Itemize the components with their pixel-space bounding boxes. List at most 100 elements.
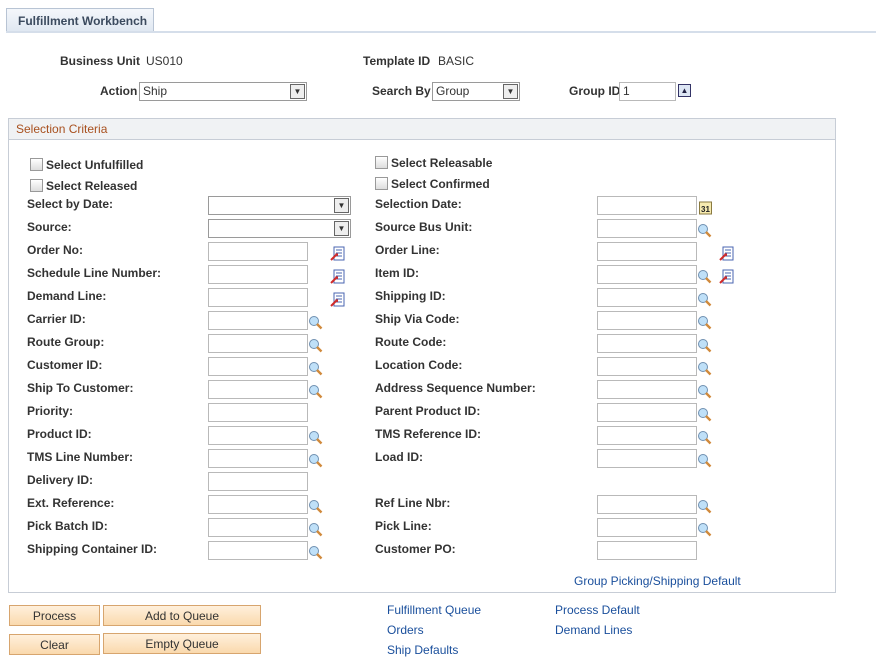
search-by-select[interactable]: Group ▼ [432,82,520,101]
prompt-up-icon[interactable]: ▲ [678,84,691,97]
tab-fulfillment-workbench[interactable]: Fulfillment Workbench [6,8,154,32]
tms-reference-id-input[interactable] [597,426,697,445]
lookup-icon[interactable] [697,453,712,471]
pick-batch-id-input[interactable] [208,518,308,537]
detail-page-icon[interactable] [330,292,345,310]
chevron-down-icon: ▼ [334,198,349,213]
select-by-date-select[interactable]: ▼ [208,196,351,215]
process-button[interactable]: Process [9,605,100,626]
select-released-checkbox[interactable] [30,179,43,192]
select-released-label: Select Released [46,179,138,193]
schedule-line-number-input[interactable] [208,265,308,284]
lookup-icon[interactable] [308,361,323,379]
source-select[interactable]: ▼ [208,219,351,238]
demand-line-input[interactable] [208,288,308,307]
group-picking-shipping-default-link[interactable]: Group Picking/Shipping Default [574,574,741,588]
customer-po-input[interactable] [597,541,697,560]
lookup-icon[interactable] [308,453,323,471]
source-bus-unit-input[interactable] [597,219,697,238]
action-select[interactable]: Ship ▼ [139,82,307,101]
ext-reference-input[interactable] [208,495,308,514]
priority-input[interactable] [208,403,308,422]
detail-page-icon[interactable] [330,269,345,287]
ship-via-code-input[interactable] [597,311,697,330]
lookup-icon[interactable] [697,338,712,356]
source-label: Source: [27,220,72,234]
action-label: Action [100,84,138,98]
lookup-icon[interactable] [697,384,712,402]
schedule-line-number-label: Schedule Line Number: [27,266,162,280]
tms-line-number-input[interactable] [208,449,308,468]
lookup-icon[interactable] [308,545,323,563]
route-code-input[interactable] [597,334,697,353]
location-code-input[interactable] [597,357,697,376]
detail-page-icon[interactable] [719,246,734,264]
customer-id-input[interactable] [208,357,308,376]
lookup-icon[interactable] [697,361,712,379]
order-no-input[interactable] [208,242,308,261]
lookup-icon[interactable] [308,499,323,517]
shipping-container-id-input[interactable] [208,541,308,560]
select-releasable-label: Select Releasable [391,156,493,170]
search-by-label: Search By [372,84,431,98]
source-bus-unit-label: Source Bus Unit: [375,220,473,234]
clear-button[interactable]: Clear [9,634,100,655]
lookup-icon[interactable] [697,315,712,333]
detail-page-icon[interactable] [330,246,345,264]
delivery-id-label: Delivery ID: [27,473,94,487]
item-id-input[interactable] [597,265,697,284]
chevron-down-icon: ▼ [334,221,349,236]
tms-line-number-label: TMS Line Number: [27,450,134,464]
empty-queue-button[interactable]: Empty Queue [103,633,261,654]
lookup-icon[interactable] [697,407,712,425]
fulfillment-queue-link[interactable]: Fulfillment Queue [387,603,482,617]
load-id-input[interactable] [597,449,697,468]
orders-link[interactable]: Orders [387,623,424,637]
ship-defaults-link[interactable]: Ship Defaults [387,643,459,657]
select-unfulfilled-checkbox[interactable] [30,158,43,171]
lookup-icon[interactable] [308,522,323,540]
group-id-input[interactable]: 1 [619,82,676,101]
lookup-icon[interactable] [697,269,712,287]
select-confirmed-label: Select Confirmed [391,177,490,191]
delivery-id-input[interactable] [208,472,308,491]
lookup-icon[interactable] [308,384,323,402]
ref-line-nbr-input[interactable] [597,495,697,514]
load-id-label: Load ID: [375,450,423,464]
order-no-label: Order No: [27,243,84,257]
lookup-icon[interactable] [697,522,712,540]
add-to-queue-button[interactable]: Add to Queue [103,605,261,626]
carrier-id-input[interactable] [208,311,308,330]
order-line-label: Order Line: [375,243,440,257]
route-code-label: Route Code: [375,335,447,349]
detail-page-icon[interactable] [719,269,734,287]
shipping-id-label: Shipping ID: [375,289,446,303]
product-id-label: Product ID: [27,427,92,441]
lookup-icon[interactable] [308,430,323,448]
lookup-icon[interactable] [697,430,712,448]
demand-lines-link[interactable]: Demand Lines [555,623,633,637]
parent-product-id-input[interactable] [597,403,697,422]
selection-date-input[interactable] [597,196,697,215]
lookup-icon[interactable] [697,223,712,241]
calendar-icon[interactable]: 31 [698,200,713,218]
select-releasable-checkbox[interactable] [375,156,388,169]
shipping-id-input[interactable] [597,288,697,307]
ext-reference-label: Ext. Reference: [27,496,115,510]
lookup-icon[interactable] [697,499,712,517]
pick-line-input[interactable] [597,518,697,537]
selection-date-label: Selection Date: [375,197,462,211]
lookup-icon[interactable] [308,338,323,356]
chevron-down-icon: ▼ [503,84,518,99]
order-line-input[interactable] [597,242,697,261]
route-group-input[interactable] [208,334,308,353]
lookup-icon[interactable] [308,315,323,333]
select-confirmed-checkbox[interactable] [375,177,388,190]
address-sequence-number-input[interactable] [597,380,697,399]
product-id-input[interactable] [208,426,308,445]
ship-to-customer-input[interactable] [208,380,308,399]
process-default-link[interactable]: Process Default [555,603,640,617]
selection-criteria-title: Selection Criteria [9,119,835,140]
lookup-icon[interactable] [697,292,712,310]
carrier-id-label: Carrier ID: [27,312,86,326]
